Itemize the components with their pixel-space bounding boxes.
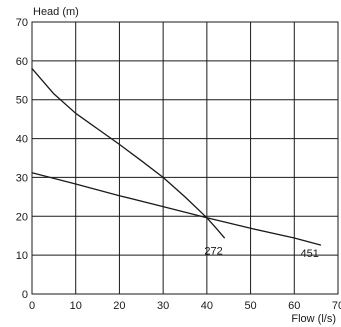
x-tick-label: 60 [288, 300, 300, 312]
y-axis-label: Head (m) [33, 6, 79, 18]
y-tick-label: 40 [16, 134, 28, 146]
x-axis-label: Flow (l/s) [291, 313, 336, 325]
y-tick-label: 50 [16, 95, 28, 107]
x-tick-label: 10 [70, 300, 82, 312]
y-tick-label: 70 [16, 17, 28, 29]
y-tick-labels: 0 10 20 30 40 50 60 70 [16, 17, 28, 301]
x-tick-label: 30 [157, 300, 169, 312]
series-line-451 [31, 172, 322, 246]
x-tick-label: 20 [113, 300, 125, 312]
x-tick-label: 50 [244, 300, 256, 312]
x-tick-label: 0 [29, 300, 35, 312]
series-lines [31, 67, 322, 246]
y-tick-label: 20 [16, 211, 28, 223]
y-tick-label: 30 [16, 172, 28, 184]
y-tick-label: 0 [22, 289, 28, 301]
series-labels: 272 451 [204, 246, 319, 260]
series-line-272 [31, 67, 225, 239]
y-tick-label: 60 [16, 56, 28, 68]
x-tick-label: 40 [201, 300, 213, 312]
series-label-451: 451 [301, 248, 319, 260]
y-tick-label: 10 [16, 250, 28, 262]
grid-lines [32, 22, 338, 294]
series-label-272: 272 [204, 246, 222, 258]
x-tick-labels: 0 10 20 30 40 50 60 70 [29, 300, 341, 312]
plot-frame [31, 21, 339, 295]
x-tick-label: 70 [332, 300, 341, 312]
